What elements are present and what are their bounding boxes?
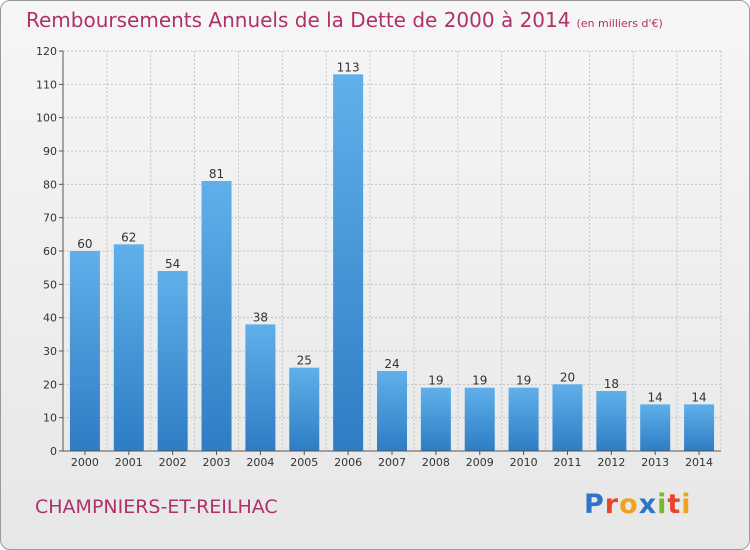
logo-letter: i bbox=[657, 489, 668, 520]
logo-letter: t bbox=[667, 489, 682, 520]
bars bbox=[69, 74, 715, 451]
y-tick-label-110: 110 bbox=[36, 78, 57, 91]
x-tick-label-2003: 2003 bbox=[203, 456, 231, 469]
value-label-2014: 14 bbox=[691, 390, 706, 404]
logo-letter: x bbox=[638, 489, 658, 520]
value-label-2003: 81 bbox=[209, 167, 224, 181]
x-tick-label-2009: 2009 bbox=[466, 456, 494, 469]
bar-2009 bbox=[464, 387, 495, 451]
x-tick-label-2010: 2010 bbox=[510, 456, 538, 469]
axes bbox=[59, 50, 721, 455]
bar-2001 bbox=[113, 244, 144, 451]
value-label-2001: 62 bbox=[121, 230, 136, 244]
y-tick-label-100: 100 bbox=[36, 112, 57, 125]
x-tick-label-2001: 2001 bbox=[115, 456, 143, 469]
x-tick-label-2014: 2014 bbox=[685, 456, 713, 469]
value-label-2012: 18 bbox=[604, 377, 619, 391]
proxiti-logo: Proxiti bbox=[584, 489, 692, 520]
value-label-2011: 20 bbox=[560, 370, 575, 384]
y-tick-label-60: 60 bbox=[43, 245, 57, 258]
y-tick-label-80: 80 bbox=[43, 178, 57, 191]
y-tick-label-90: 90 bbox=[43, 145, 57, 158]
bar-2004 bbox=[245, 324, 276, 451]
logo-letter: o bbox=[619, 489, 639, 520]
y-tick-label-70: 70 bbox=[43, 212, 57, 225]
bar-2002 bbox=[157, 271, 188, 451]
y-tick-label-20: 20 bbox=[43, 378, 57, 391]
x-tick-label-2011: 2011 bbox=[553, 456, 581, 469]
commune-name: CHAMPNIERS-ET-REILHAC bbox=[35, 496, 278, 518]
value-label-2002: 54 bbox=[165, 257, 180, 271]
value-label-2006: 113 bbox=[337, 60, 360, 74]
value-label-2013: 14 bbox=[648, 390, 663, 404]
bar-2011 bbox=[552, 384, 583, 451]
y-tick-label-40: 40 bbox=[43, 312, 57, 325]
x-tick-label-2013: 2013 bbox=[641, 456, 669, 469]
x-tick-label-2000: 2000 bbox=[71, 456, 99, 469]
x-tick-label-2004: 2004 bbox=[246, 456, 274, 469]
bar-2013 bbox=[640, 404, 671, 451]
logo-letter: r bbox=[604, 489, 620, 520]
bar-2006 bbox=[333, 74, 364, 451]
x-tick-label-2002: 2002 bbox=[159, 456, 187, 469]
bar-2012 bbox=[596, 391, 627, 451]
x-tick-label-2007: 2007 bbox=[378, 456, 406, 469]
logo-letter: i bbox=[681, 489, 692, 520]
bar-2008 bbox=[420, 387, 451, 451]
bar-2010 bbox=[508, 387, 539, 451]
value-label-2009: 19 bbox=[472, 374, 487, 388]
value-label-2008: 19 bbox=[428, 374, 443, 388]
y-tick-label-10: 10 bbox=[43, 412, 57, 425]
y-tick-label-50: 50 bbox=[43, 278, 57, 291]
bar-2014 bbox=[684, 404, 715, 451]
labels: 0 10 20 30 40 50 60 70 80 90 100 110 120 2000 60 2001 62… bbox=[36, 45, 713, 469]
chart-title-text: Remboursements Annuels de la Dette de 20… bbox=[26, 8, 571, 32]
value-label-2007: 24 bbox=[384, 357, 399, 371]
bar-2007 bbox=[377, 371, 407, 451]
x-tick-label-2008: 2008 bbox=[422, 456, 450, 469]
y-tick-label-30: 30 bbox=[43, 345, 57, 358]
y-tick-label-120: 120 bbox=[36, 45, 57, 58]
bar-2000 bbox=[69, 251, 100, 451]
value-label-2000: 60 bbox=[77, 237, 92, 251]
value-label-2004: 38 bbox=[253, 310, 268, 324]
chart-unit: (en milliers d'€) bbox=[576, 17, 663, 30]
x-tick-label-2006: 2006 bbox=[334, 456, 362, 469]
bar-2003 bbox=[201, 181, 232, 451]
value-label-2010: 19 bbox=[516, 374, 531, 388]
chart-title: Remboursements Annuels de la Dette de 20… bbox=[26, 8, 663, 32]
value-label-2005: 25 bbox=[297, 354, 312, 368]
x-tick-label-2005: 2005 bbox=[290, 456, 318, 469]
x-tick-label-2012: 2012 bbox=[597, 456, 625, 469]
bar-2005 bbox=[289, 367, 320, 451]
y-tick-label-0: 0 bbox=[50, 445, 57, 458]
logo-letter: P bbox=[584, 489, 605, 520]
